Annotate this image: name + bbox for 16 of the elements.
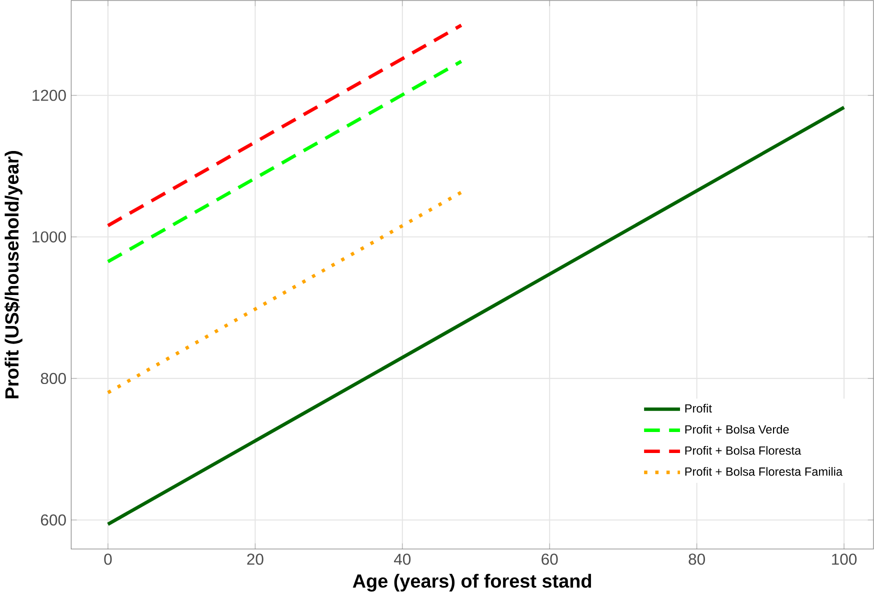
legend-label: Profit [685, 404, 712, 413]
x-tick-label: 0 [104, 554, 112, 565]
y-axis-title: Profit (US$/household/year) [4, 151, 22, 398]
legend-label: Profit + Bolsa Verde [685, 424, 789, 434]
y-tick-label: 1000 [32, 231, 66, 242]
y-tick-label: 800 [40, 372, 66, 384]
legend-label: Profit + Bolsa Floresta [685, 446, 802, 455]
y-tick-label: 600 [40, 514, 66, 526]
y-tick-label: 1200 [32, 90, 66, 101]
x-axis-title: Age (years) of forest stand [352, 574, 592, 592]
x-tick-label: 40 [394, 554, 411, 565]
x-tick-label: 60 [542, 554, 558, 565]
x-tick-label: 100 [832, 554, 857, 565]
x-tick-label: 20 [247, 554, 264, 565]
x-tick-label: 80 [688, 554, 705, 565]
legend-label: Profit + Bolsa Floresta Familia [685, 467, 843, 476]
